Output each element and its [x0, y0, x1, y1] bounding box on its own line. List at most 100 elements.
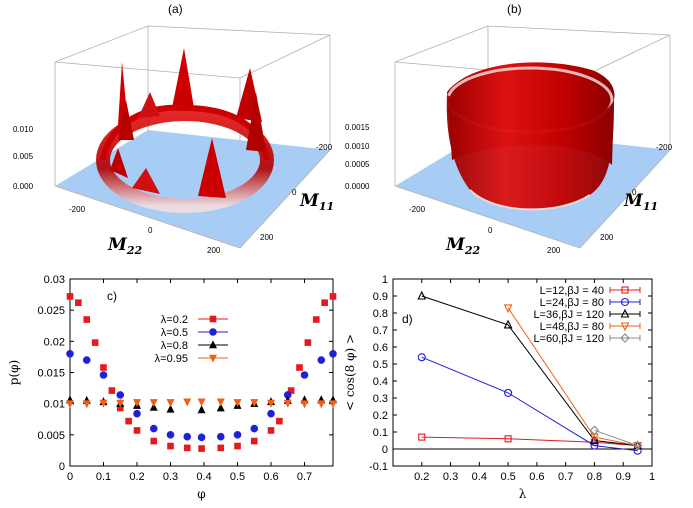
x-tick-label: 0.7 — [297, 471, 312, 483]
data-point — [99, 371, 108, 379]
y-axis-label: p(φ) — [7, 360, 21, 385]
data-point — [66, 349, 74, 358]
data-point — [116, 391, 125, 399]
data-point — [504, 388, 513, 397]
data-point — [198, 445, 205, 452]
data-point — [100, 364, 107, 371]
legend-marker — [209, 354, 217, 363]
data-point — [150, 437, 158, 445]
y-tick-label: 0.6 — [373, 342, 388, 354]
data-point — [632, 440, 643, 451]
data-point — [283, 399, 292, 408]
panel-a-box — [54, 25, 331, 248]
panel-a-m22-tick: -200 — [69, 205, 86, 214]
y-tick-label: 0.01 — [44, 399, 65, 411]
panel-a-3d-surface: (a) — [13, 2, 334, 257]
data-point — [216, 403, 225, 412]
data-point — [66, 400, 74, 409]
data-point — [250, 424, 259, 433]
data-point — [216, 398, 225, 407]
data-point — [116, 399, 125, 408]
x-tick-label: 0.2 — [129, 471, 144, 483]
panel-a-m11-tick: -200 — [316, 143, 333, 152]
panel-b-m22-tick: 0 — [488, 226, 493, 235]
y-tick-label: 0.4 — [373, 376, 388, 388]
panel-a-label: (a) — [168, 2, 183, 16]
x-tick-label: 0.9 — [616, 471, 631, 483]
data-point — [216, 432, 225, 441]
data-point — [590, 435, 599, 445]
data-point — [329, 400, 337, 409]
legend-label: λ=0.5 — [161, 327, 188, 339]
series-line — [507, 307, 638, 447]
data-point — [197, 398, 206, 407]
data-point — [149, 399, 158, 408]
panel-b-z-tick: 0.0015 — [345, 123, 370, 132]
data-point — [217, 444, 225, 452]
legend-marker — [620, 308, 630, 318]
data-point — [589, 425, 600, 436]
y-tick-label: 0.02 — [44, 336, 65, 348]
y-tick-label: 0.1 — [373, 427, 388, 439]
y-tick-label: 0 — [59, 461, 65, 473]
y-tick-label: -0.1 — [369, 461, 388, 473]
data-point — [66, 293, 74, 300]
panel-b-m11-tick: 200 — [600, 233, 614, 242]
legend-label: L=36,βJ = 120 — [533, 309, 604, 321]
panel-a-base-plane — [55, 130, 330, 248]
data-point — [183, 432, 192, 441]
series-line — [421, 436, 638, 447]
legend-label: L=48,βJ = 80 — [540, 321, 604, 333]
panel-b-m11-label: M11 — [623, 191, 658, 213]
x-axis-label: λ — [519, 487, 527, 501]
panel-a-m11-tick: 200 — [260, 233, 274, 242]
y-tick-label: 0.03 — [44, 274, 65, 286]
panel-b-m22-tick: -200 — [409, 205, 426, 214]
data-point — [329, 293, 337, 300]
data-point — [197, 433, 206, 442]
data-point — [296, 364, 303, 371]
data-point — [233, 399, 242, 408]
y-tick-label: 0.2 — [373, 410, 388, 422]
data-point — [233, 431, 242, 439]
data-point — [321, 299, 328, 306]
y-tick-label: 1 — [382, 274, 388, 286]
x-tick-label: 0.5 — [500, 471, 515, 483]
y-tick-label: 0.025 — [37, 305, 65, 317]
data-point — [503, 304, 513, 314]
panel-a-m22-tick: 200 — [207, 246, 221, 255]
y-tick-label: 0.8 — [373, 308, 388, 320]
x-tick-label: 0.6 — [529, 471, 544, 483]
data-point — [267, 427, 275, 434]
data-point — [417, 290, 427, 300]
panel-d-chart: 0.2 0.3 0.4 0.5 0.6 0.7 0.8 0.9 1 -0.1 0 0.1 0.2 0.3 0… — [343, 274, 655, 501]
data-point — [133, 409, 141, 418]
legend-label: λ=0.8 — [161, 340, 188, 352]
legend-marker — [620, 333, 630, 343]
data-point — [317, 356, 326, 364]
legend-marker — [209, 328, 217, 336]
legend-marker — [620, 297, 630, 307]
data-point — [99, 399, 108, 408]
y-tick-label: 0.3 — [373, 393, 388, 405]
data-point — [75, 299, 82, 306]
panel-c-chart: 0 0.1 0.2 0.3 0.4 0.5 0.6 0.7 0 0.005 0.01 0.015 0.0… — [7, 274, 337, 501]
y-tick-label: 0.9 — [373, 291, 388, 303]
data-point — [417, 353, 426, 362]
x-tick-label: 0.1 — [96, 471, 111, 483]
data-point — [197, 405, 206, 414]
data-point — [125, 417, 132, 425]
panel-a-z-tick: 0.000 — [13, 182, 34, 191]
y-tick-label: 0.015 — [37, 368, 65, 380]
y-axis-label: < cos(8 φ) > — [343, 334, 357, 411]
y-tick-label: 0.005 — [37, 430, 65, 442]
series-line — [594, 429, 638, 447]
data-point — [91, 339, 99, 346]
panel-a-z-tick: 0.010 — [13, 125, 34, 134]
data-point — [108, 387, 116, 394]
legend-marker — [621, 286, 629, 294]
panel-a-m11-label: M11 — [299, 191, 334, 213]
data-point — [276, 417, 283, 425]
data-point — [504, 435, 512, 443]
